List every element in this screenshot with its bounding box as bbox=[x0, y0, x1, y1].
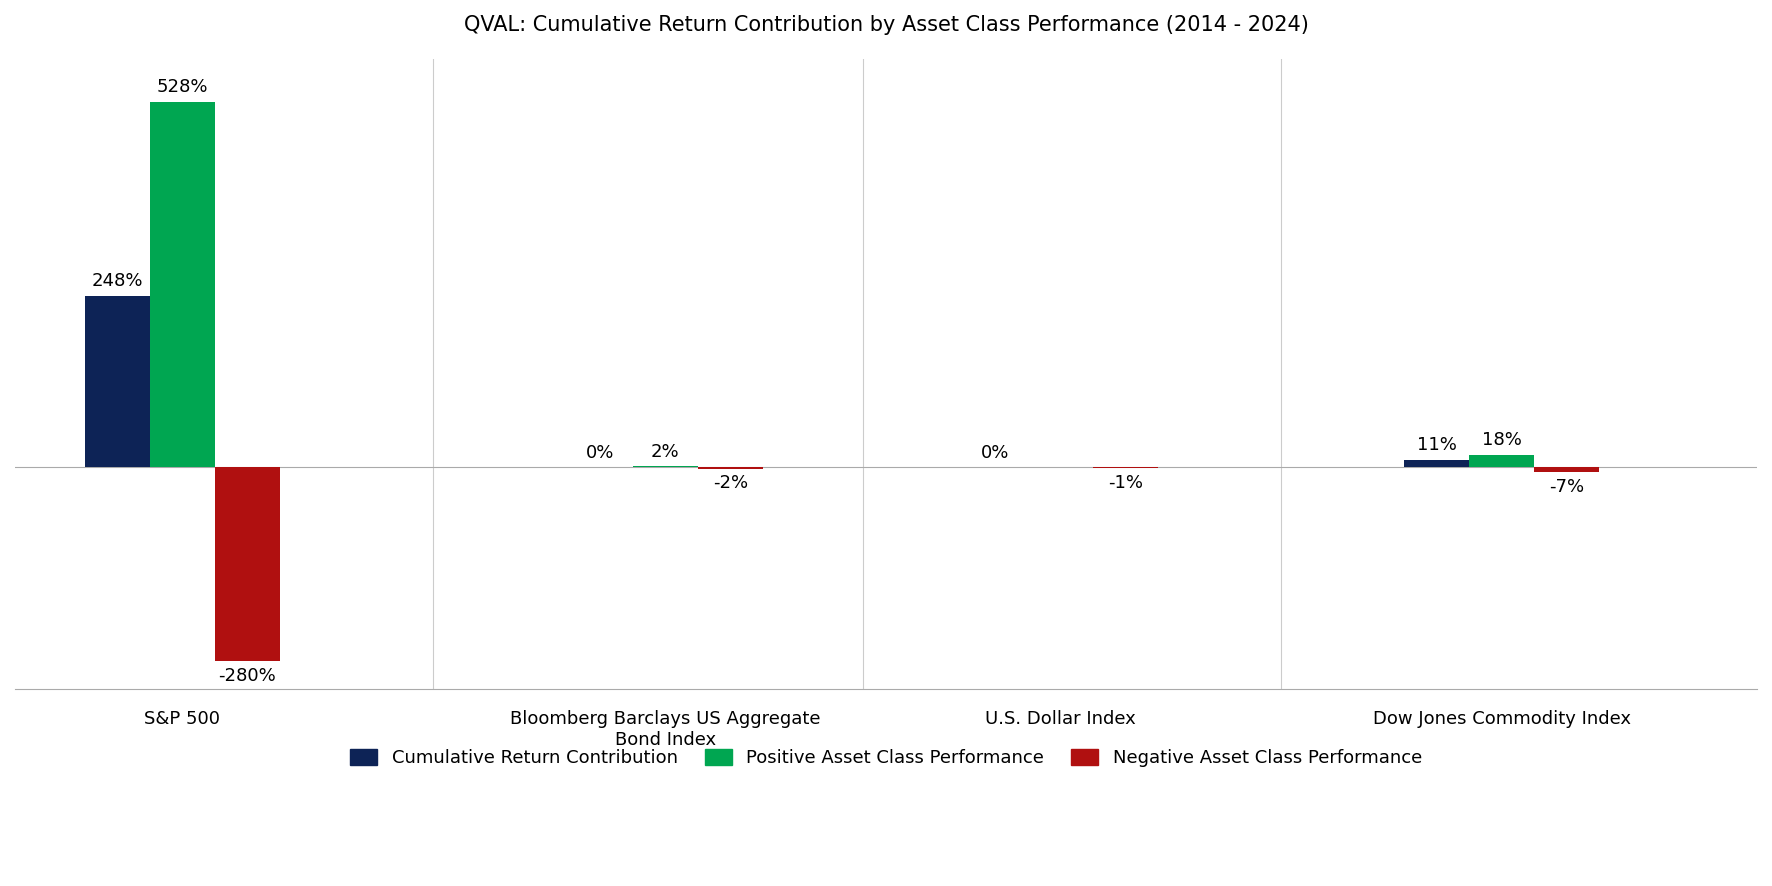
Bar bbox=[85, 296, 149, 468]
Text: 11%: 11% bbox=[1416, 436, 1457, 455]
Text: 528%: 528% bbox=[156, 78, 207, 97]
Text: -1%: -1% bbox=[1108, 474, 1143, 492]
Text: 2%: 2% bbox=[650, 442, 680, 461]
Bar bbox=[1403, 460, 1469, 468]
Bar bbox=[214, 468, 280, 661]
Text: -280%: -280% bbox=[218, 667, 276, 685]
Text: -2%: -2% bbox=[712, 474, 748, 493]
Bar bbox=[633, 466, 698, 468]
Text: 0%: 0% bbox=[587, 444, 615, 462]
Text: 248%: 248% bbox=[92, 272, 144, 290]
Bar bbox=[1535, 468, 1598, 472]
Text: 18%: 18% bbox=[1481, 431, 1522, 449]
Bar bbox=[149, 102, 214, 468]
Bar bbox=[1469, 455, 1535, 468]
Text: 0%: 0% bbox=[982, 444, 1010, 462]
Text: -7%: -7% bbox=[1549, 478, 1584, 496]
Bar bbox=[698, 468, 764, 469]
Title: QVAL: Cumulative Return Contribution by Asset Class Performance (2014 - 2024): QVAL: Cumulative Return Contribution by … bbox=[464, 15, 1308, 35]
Legend: Cumulative Return Contribution, Positive Asset Class Performance, Negative Asset: Cumulative Return Contribution, Positive… bbox=[342, 742, 1430, 774]
